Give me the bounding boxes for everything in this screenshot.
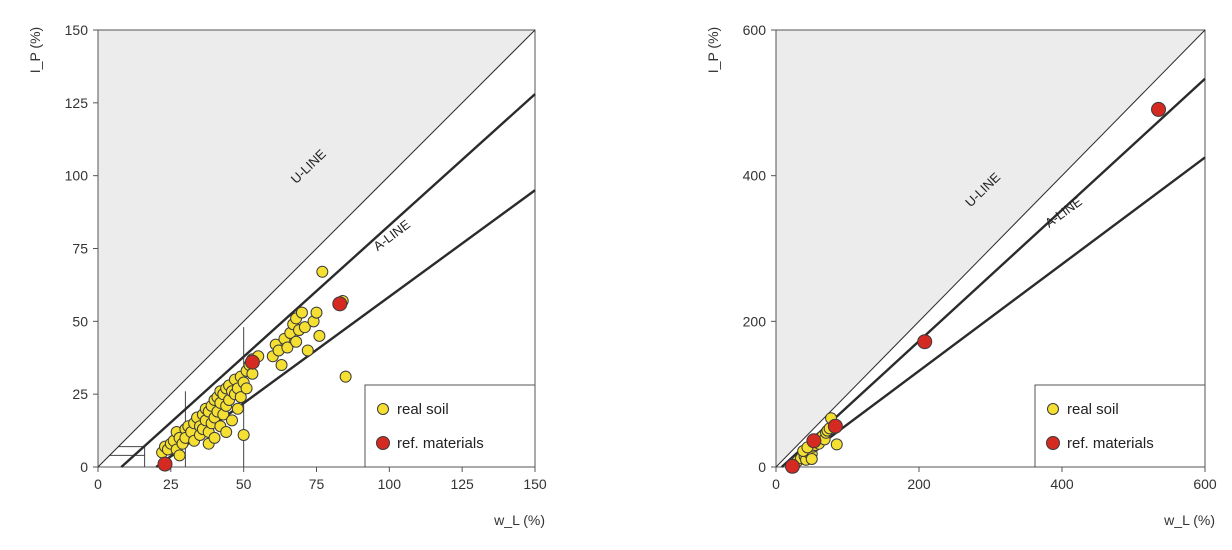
y-tick-label: 25 (72, 386, 88, 402)
ref-material-point (332, 296, 348, 312)
real-soil-point (237, 428, 250, 441)
x-tick-label: 100 (378, 476, 402, 492)
real-soil-point (298, 321, 311, 334)
legend-ref-materials-label: ref. materials (397, 435, 484, 452)
real-soil-point (173, 449, 186, 462)
x-tick-label: 125 (450, 476, 474, 492)
real-soil-point (805, 452, 818, 465)
real-soil-point (301, 344, 314, 357)
x-tick-label: 400 (1050, 476, 1074, 492)
ref-material-point (244, 354, 260, 370)
legend-ref-materials-marker (376, 436, 390, 450)
y-tick-label: 150 (65, 22, 89, 38)
real-soil-point (234, 391, 247, 404)
real-soil-point (295, 306, 308, 319)
legend-real-soil-label: real soil (397, 401, 449, 418)
real-soil-point (313, 329, 326, 342)
y-tick-label: 50 (72, 313, 88, 329)
equality-line (97, 29, 536, 468)
real-soil-point (240, 382, 253, 395)
u-line (780, 77, 1206, 468)
real-soil-point (830, 438, 843, 451)
legend-real-soil-label: real soil (1067, 401, 1119, 418)
y-axis-label: I_P (%) (27, 27, 43, 73)
a-line-label: A-LINE (1042, 194, 1085, 231)
x-axis-label: w_L (%) (1163, 512, 1215, 528)
y-tick-label: 125 (65, 95, 89, 111)
legend-box (364, 384, 536, 468)
x-tick-label: 75 (309, 476, 325, 492)
legend-real-soil-marker (1047, 403, 1059, 415)
x-tick-label: 150 (523, 476, 547, 492)
real-soil-point (226, 414, 239, 427)
ref-material-point (784, 458, 800, 474)
ref-material-point (827, 418, 843, 434)
ref-material-point (1151, 101, 1167, 117)
real-soil-point (208, 431, 221, 444)
legend-real-soil-marker (377, 403, 389, 415)
legend-ref-materials-marker (1046, 436, 1060, 450)
real-soil-point (316, 265, 329, 278)
x-tick-label: 50 (236, 476, 252, 492)
y-tick-label: 0 (758, 459, 766, 475)
ref-material-point (157, 456, 173, 472)
real-soil-point (231, 402, 244, 415)
x-axis-label: w_L (%) (493, 512, 545, 528)
equality-line (775, 29, 1206, 468)
y-tick-label: 100 (65, 168, 89, 184)
y-tick-label: 0 (80, 459, 88, 475)
real-soil-point (339, 370, 352, 383)
y-tick-label: 200 (743, 313, 767, 329)
chart-left-plasticity: U-LINE A-LINE 0 25 50 75 100 125 150 0 25 50 75 100 12… (0, 0, 560, 550)
y-tick-label: 600 (743, 22, 767, 38)
x-tick-label: 200 (907, 476, 931, 492)
chart-right-plasticity: U-LINE A-LINE 0 200 400 600 0 200 400 600 w_L (%) I… (672, 0, 1232, 550)
legend-box (1034, 384, 1206, 468)
ref-material-point (806, 433, 822, 449)
plot-frame (775, 29, 1206, 468)
real-soil-point (246, 367, 259, 380)
x-tick-label: 0 (94, 476, 102, 492)
legend-ref-materials-label: ref. materials (1067, 435, 1154, 452)
ref-material-point (917, 334, 933, 350)
a-line (789, 156, 1206, 468)
x-tick-label: 600 (1193, 476, 1217, 492)
x-tick-label: 25 (163, 476, 179, 492)
x-tick-label: 0 (772, 476, 780, 492)
real-soil-point (275, 359, 288, 372)
real-soil-point (290, 335, 303, 348)
y-axis-label: I_P (%) (705, 27, 721, 73)
real-soil-point (281, 341, 294, 354)
y-tick-label: 75 (72, 241, 88, 257)
y-tick-label: 400 (743, 168, 767, 184)
real-soil-point (220, 426, 233, 439)
real-soil-point (310, 306, 323, 319)
u-line (120, 93, 536, 468)
